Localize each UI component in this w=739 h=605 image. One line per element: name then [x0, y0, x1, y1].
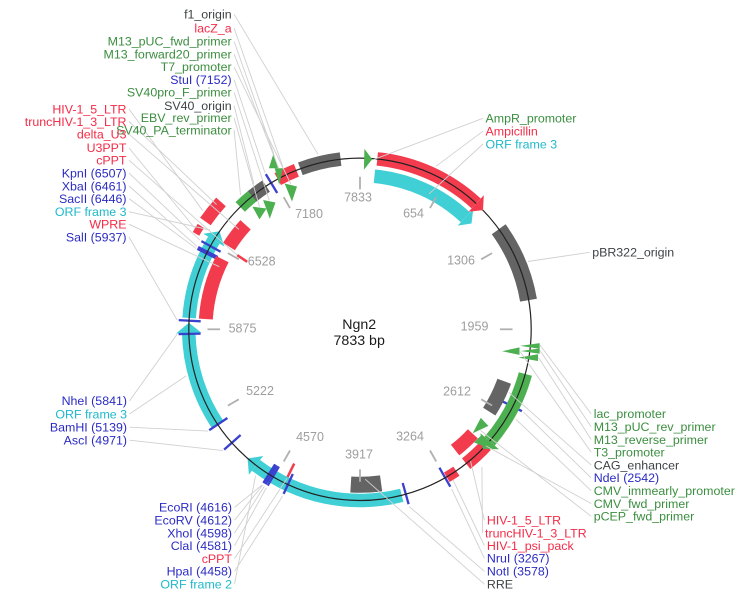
svg-text:CAG_enhancer: CAG_enhancer: [594, 458, 679, 472]
svg-text:7833: 7833: [344, 191, 372, 205]
svg-text:StuI (7152): StuI (7152): [170, 73, 231, 87]
svg-text:1306: 1306: [447, 254, 475, 268]
svg-text:AmpR_promoter: AmpR_promoter: [486, 112, 577, 126]
svg-text:7180: 7180: [295, 207, 323, 221]
svg-text:SalI (5937): SalI (5937): [66, 230, 127, 244]
svg-text:ORF frame 3: ORF frame 3: [55, 205, 127, 219]
svg-text:NdeI (2542): NdeI (2542): [594, 471, 659, 485]
svg-text:M13_forward20_primer: M13_forward20_primer: [104, 48, 232, 62]
svg-text:CMV_immearly_promoter: CMV_immearly_promoter: [594, 484, 735, 498]
svg-text:pCEP_fwd_primer: pCEP_fwd_primer: [594, 510, 695, 524]
svg-text:EcoRI (4616): EcoRI (4616): [159, 501, 232, 515]
svg-text:5222: 5222: [246, 384, 274, 398]
svg-text:pBR322_origin: pBR322_origin: [592, 246, 674, 260]
svg-text:ClaI (4581): ClaI (4581): [171, 539, 232, 553]
svg-text:truncHIV-1_3_LTR: truncHIV-1_3_LTR: [25, 115, 127, 129]
svg-text:lacZ_a: lacZ_a: [194, 21, 231, 35]
svg-text:6528: 6528: [248, 255, 276, 269]
svg-text:SV40pro_F_primer: SV40pro_F_primer: [127, 86, 232, 100]
svg-text:f1_origin: f1_origin: [184, 8, 232, 22]
svg-text:cPPT: cPPT: [96, 154, 127, 168]
svg-text:NruI (3267): NruI (3267): [487, 552, 550, 566]
svg-text:NheI (5841): NheI (5841): [62, 394, 127, 408]
svg-text:SacII (6446): SacII (6446): [59, 192, 127, 206]
svg-text:U3PPT: U3PPT: [87, 141, 127, 155]
svg-text:HIV-1_5_LTR: HIV-1_5_LTR: [52, 102, 126, 116]
svg-text:KpnI (6507): KpnI (6507): [62, 166, 127, 180]
svg-text:AscI (4971): AscI (4971): [64, 434, 127, 448]
svg-text:HpaI (4458): HpaI (4458): [167, 565, 232, 579]
svg-text:3917: 3917: [345, 448, 373, 462]
svg-text:HIV-1_5_LTR: HIV-1_5_LTR: [487, 514, 561, 528]
svg-text:EcoRV (4612): EcoRV (4612): [154, 514, 232, 528]
svg-text:ORF frame 3: ORF frame 3: [486, 137, 558, 151]
svg-text:ORF frame 3: ORF frame 3: [55, 407, 127, 421]
svg-text:2612: 2612: [443, 385, 471, 399]
svg-text:5875: 5875: [229, 322, 257, 336]
svg-text:delta_U3: delta_U3: [77, 128, 127, 142]
svg-text:M13_pUC_fwd_primer: M13_pUC_fwd_primer: [108, 35, 232, 49]
svg-text:EBV_rev_primer: EBV_rev_primer: [141, 111, 232, 125]
svg-text:HIV-1_psi_pack: HIV-1_psi_pack: [487, 539, 575, 553]
svg-text:cPPT: cPPT: [202, 552, 233, 566]
svg-text:BamHI (5139): BamHI (5139): [50, 421, 127, 435]
svg-text:Ampicillin: Ampicillin: [486, 125, 538, 139]
svg-text:SV40_PA_terminator: SV40_PA_terminator: [116, 123, 231, 137]
svg-text:NotI (3578): NotI (3578): [487, 565, 549, 579]
svg-text:4570: 4570: [296, 430, 324, 444]
svg-text:1959: 1959: [461, 320, 489, 334]
svg-text:XbaI (6461): XbaI (6461): [62, 179, 127, 193]
svg-text:SV40_origin: SV40_origin: [164, 99, 232, 113]
svg-text:truncHIV-1_3_LTR: truncHIV-1_3_LTR: [485, 526, 587, 540]
svg-text:T3_promoter: T3_promoter: [594, 446, 665, 460]
svg-text:T7_promoter: T7_promoter: [161, 60, 232, 74]
svg-text:654: 654: [403, 207, 424, 221]
svg-text:XhoI (4598): XhoI (4598): [167, 526, 232, 540]
svg-text:3264: 3264: [396, 430, 424, 444]
svg-text:RRE: RRE: [487, 578, 513, 592]
svg-text:CMV_fwd_primer: CMV_fwd_primer: [594, 497, 690, 511]
svg-text:M13_pUC_rev_primer: M13_pUC_rev_primer: [594, 420, 716, 434]
svg-text:ORF frame 2: ORF frame 2: [160, 578, 232, 592]
svg-text:WPRE: WPRE: [89, 218, 126, 232]
svg-text:M13_reverse_primer: M13_reverse_primer: [594, 433, 708, 447]
svg-text:lac_promoter: lac_promoter: [594, 407, 666, 421]
svg-text:7833 bp: 7833 bp: [334, 333, 385, 349]
svg-text:Ngn2: Ngn2: [342, 317, 376, 333]
